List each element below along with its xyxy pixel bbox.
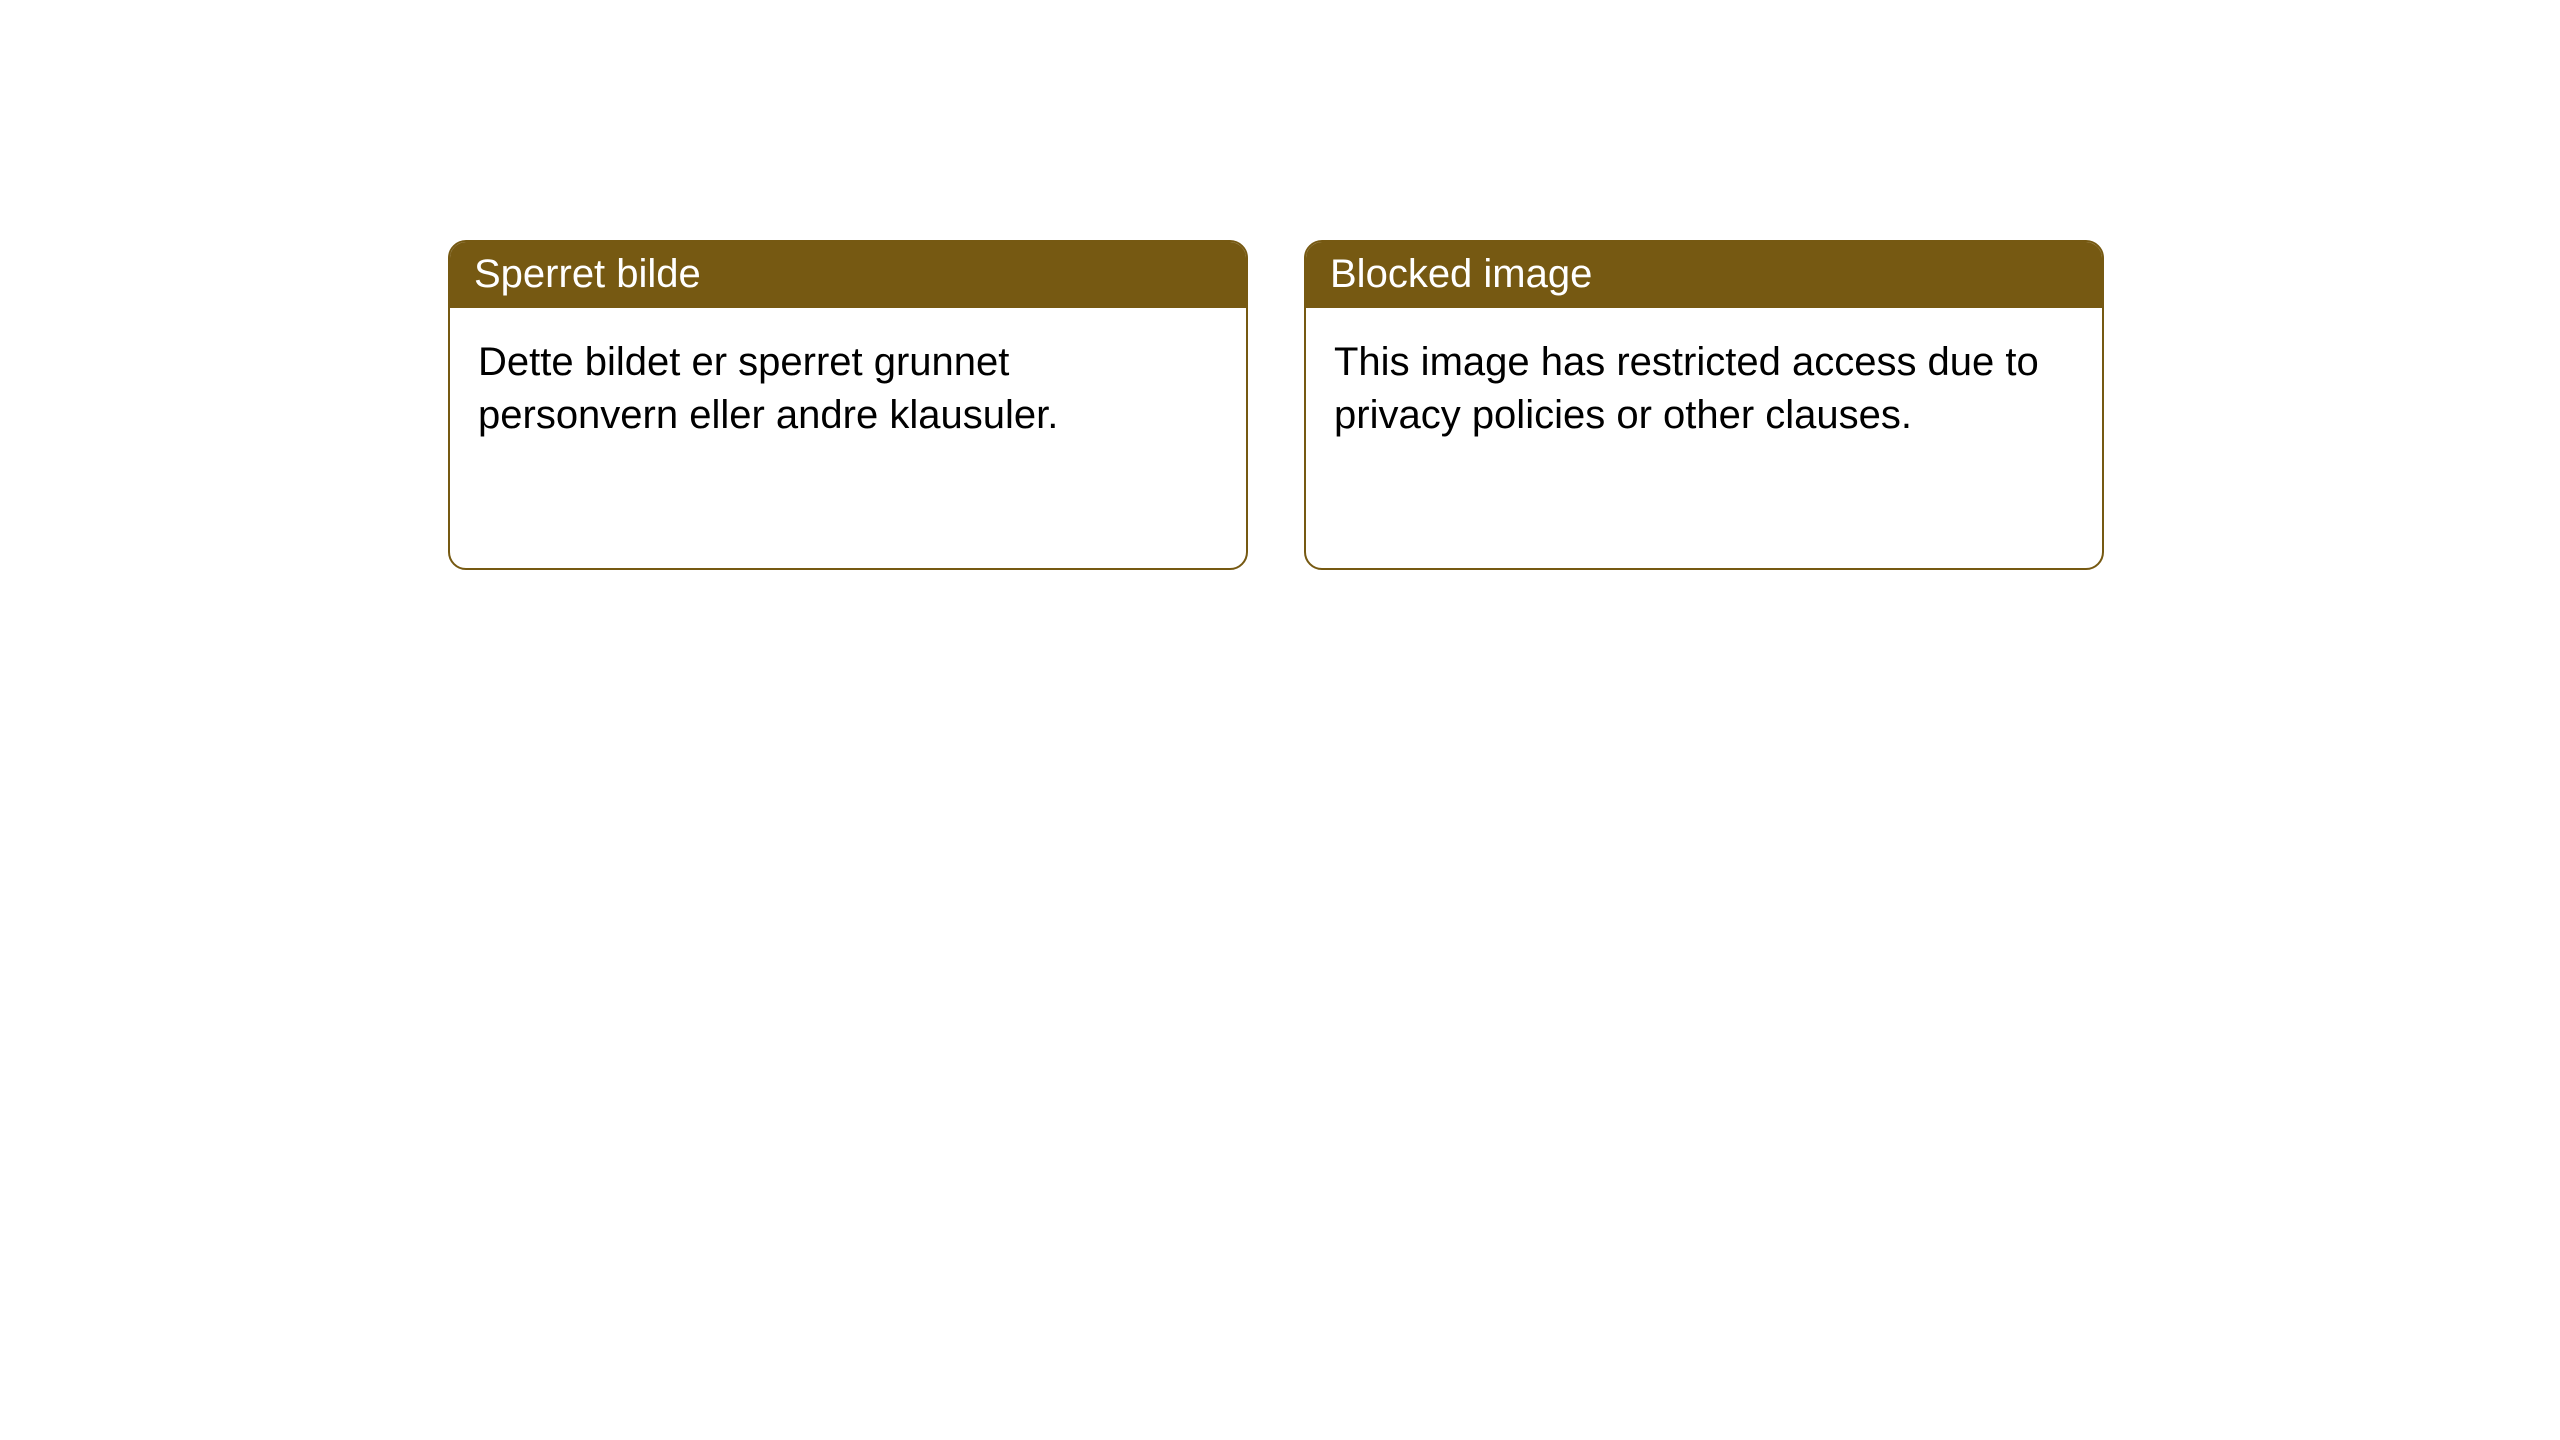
notice-card-title: Sperret bilde — [450, 242, 1246, 308]
notice-card-english: Blocked image This image has restricted … — [1304, 240, 2104, 570]
notice-card-body: This image has restricted access due to … — [1306, 308, 2102, 568]
notice-card-norwegian: Sperret bilde Dette bildet er sperret gr… — [448, 240, 1248, 570]
notice-card-title: Blocked image — [1306, 242, 2102, 308]
notice-card-body: Dette bildet er sperret grunnet personve… — [450, 308, 1246, 568]
notice-container: Sperret bilde Dette bildet er sperret gr… — [0, 0, 2560, 570]
